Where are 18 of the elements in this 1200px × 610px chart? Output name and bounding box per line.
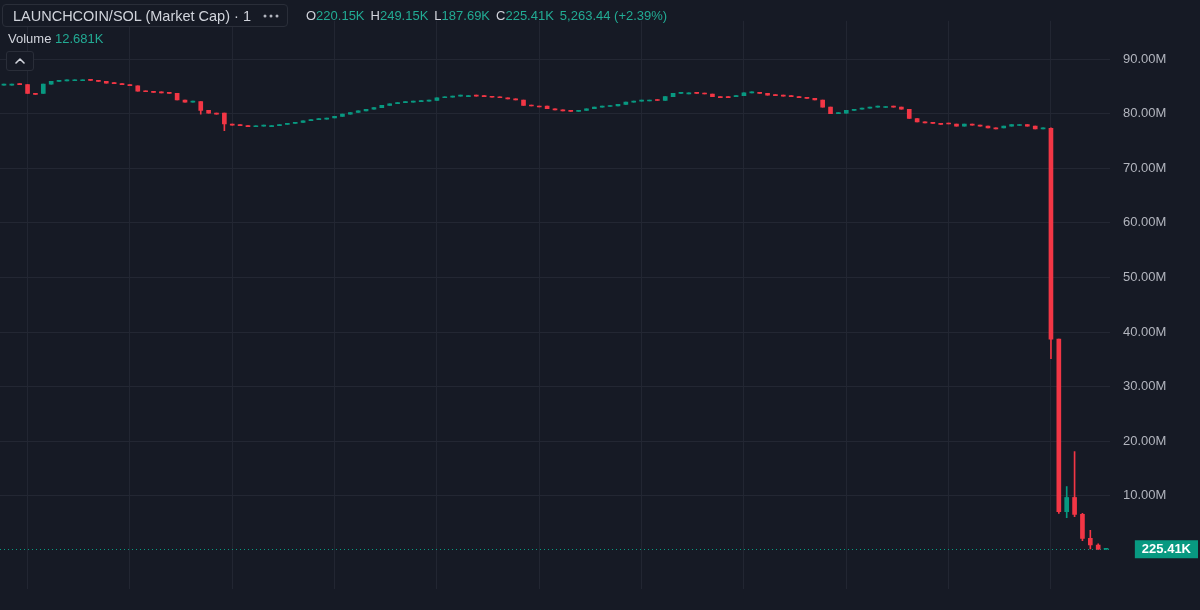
y-tick-label: 30.00M [1123, 378, 1167, 394]
ref-line-label: 225.41K [1141, 541, 1192, 557]
chart-title: LAUNCHCOIN/SOL (Market Cap) · 1 [13, 7, 251, 24]
annotation: O220.15K [305, 8, 365, 23]
y-tick-label: 50.00M [1123, 269, 1167, 284]
y-tick-label: 40.00M [1123, 323, 1167, 339]
y-tick-label: 60.00M [1123, 214, 1167, 230]
annotation: L187.69K [434, 8, 491, 23]
y-tick-label: 70.00M [1123, 159, 1167, 175]
annotation: Volume 12.681K [8, 31, 104, 46]
y-tick-label: 10.00M [1123, 487, 1167, 503]
y-tick-label: 20.00M [1123, 432, 1167, 448]
annotation: 5,263.44 (+2.39%) [559, 8, 668, 23]
title-box: LAUNCHCOIN/SOL (Market Cap) · 1 [2, 4, 288, 27]
annotation: C225.41K [496, 8, 554, 23]
y-tick-label: 90.00M [1123, 50, 1167, 66]
annotation: H249.15K [370, 8, 429, 23]
y-tick-label: 80.00M [1123, 105, 1167, 121]
